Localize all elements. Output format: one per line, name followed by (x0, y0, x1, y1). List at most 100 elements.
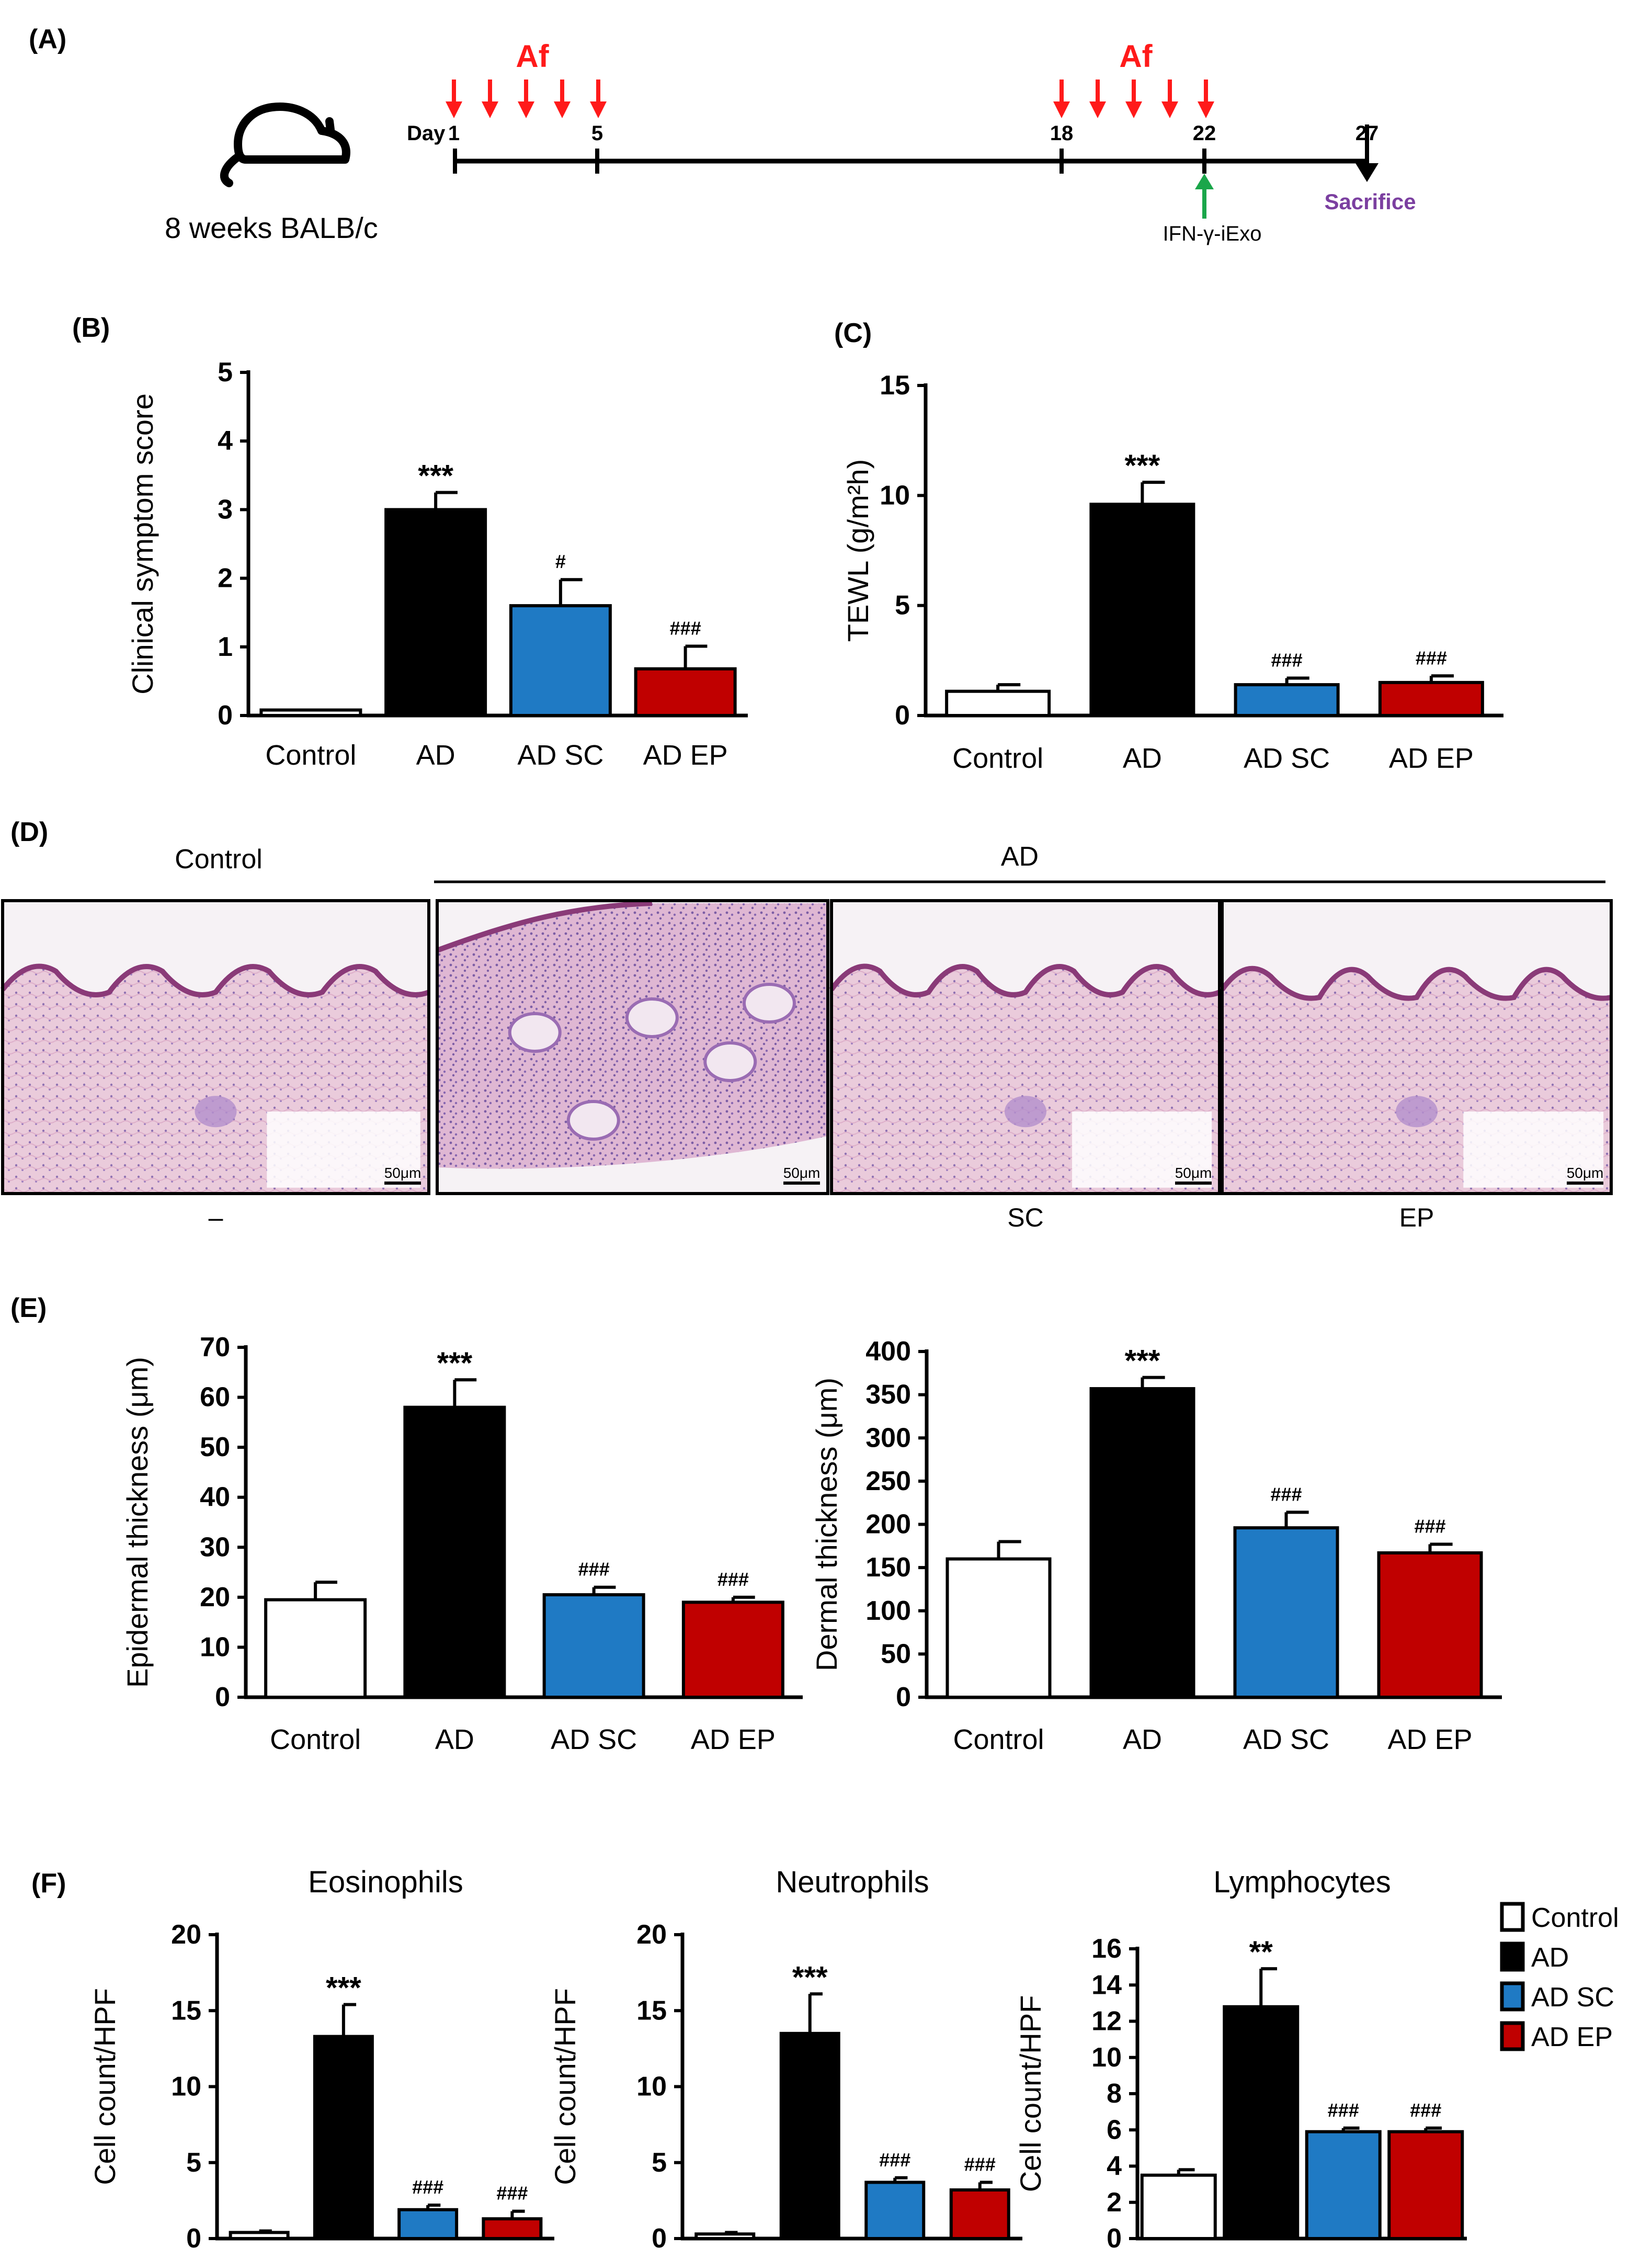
category-label: Control (265, 740, 356, 771)
arrow-up-icon (1195, 174, 1214, 219)
arrow-head (1053, 101, 1070, 118)
legend-label: AD SC (1531, 1982, 1614, 2013)
gland (742, 983, 796, 1024)
significance-label: *** (1125, 1344, 1160, 1378)
gland (703, 1041, 757, 1082)
legend-swatch (1500, 1941, 1525, 1972)
bar (945, 689, 1051, 718)
arrow-head (1198, 101, 1214, 118)
y-tick-label: 50 (881, 1639, 911, 1669)
y-tick-label: 15 (171, 1995, 201, 2026)
bar (313, 2035, 374, 2240)
y-tick-label: 0 (218, 700, 233, 731)
y-tick-label: 20 (200, 1582, 230, 1612)
category-label: AD SC (1243, 1724, 1329, 1755)
significance-label: # (555, 551, 566, 572)
category-label: AD EP (643, 740, 728, 771)
arrow-head (482, 101, 498, 118)
significance-label: *** (1125, 449, 1160, 483)
legend-item: AD EP (1500, 2021, 1613, 2052)
panel-label: (B) (72, 313, 110, 343)
significance-label: ### (1410, 2099, 1441, 2121)
y-tick-label: 16 (1091, 1934, 1122, 1964)
y-tick-label: 0 (896, 1682, 911, 1712)
y-tick-label: 2 (218, 563, 233, 594)
image-border (1, 899, 430, 1195)
category-label: AD (416, 740, 455, 771)
panel-a-label: (A) (29, 24, 66, 54)
category-label: Control (952, 743, 1043, 774)
y-tick-label: 250 (865, 1466, 911, 1496)
arrow-head (590, 101, 607, 118)
histology-images: 50μm – 50μm 50μm SC 50μm EP (1, 899, 1613, 1232)
y-tick-label: 10 (171, 2072, 201, 2102)
bar (1089, 1387, 1195, 1699)
arrow-down-icon (1089, 80, 1106, 118)
y-tick-label: 60 (200, 1382, 230, 1413)
panel-d-histology: (D) Control AD 50μm – 50μm 50μm SC 50μm EP (1, 817, 1613, 1232)
bar (681, 1600, 784, 1699)
category-label: AD SC (517, 740, 603, 771)
legend-label: Control (1531, 1903, 1619, 1933)
significance-label: *** (418, 459, 453, 493)
category-label: AD EP (1387, 1724, 1472, 1755)
y-tick-label: 6 (1107, 2115, 1122, 2145)
bar (634, 667, 737, 718)
day-prefix: Day (407, 122, 446, 145)
panel-label: (F) (31, 1868, 66, 1899)
day-label: 1 (448, 122, 460, 145)
arrow-down-icon (554, 80, 571, 118)
chart-e1: 0 10 20 30 40 50 60 70 Control *** AD ### AD SC ### AD… (10, 1293, 803, 1755)
y-tick-label: 15 (880, 370, 910, 401)
category-label: AD (1123, 743, 1162, 774)
bar (259, 708, 362, 718)
y-axis-label: Dermal thickness (μm) (810, 1378, 843, 1671)
day-label: 18 (1050, 122, 1074, 145)
category-label: AD EP (691, 1724, 776, 1755)
timeline-ticks (453, 149, 1206, 174)
category-label: AD SC (1244, 743, 1330, 774)
panel-d-label: (D) (10, 817, 48, 847)
bar (1387, 2130, 1464, 2240)
arrow-down-icon (1053, 80, 1070, 118)
fat-region (267, 1111, 420, 1188)
y-tick-label: 0 (1107, 2223, 1122, 2254)
significance-label: *** (326, 1971, 361, 2005)
arrow-head (1089, 101, 1106, 118)
category-label: AD (435, 1724, 474, 1755)
y-tick-label: 5 (186, 2148, 201, 2178)
histology-image: 50μm (436, 899, 829, 1195)
chart-e2: 0 50 100 150 200 250 300 350 400 Control *** AD ### A… (810, 1336, 1502, 1755)
epidermis-line (1220, 966, 1612, 1001)
y-tick-label: 10 (880, 480, 910, 510)
af-label: Af (1119, 39, 1153, 74)
significance-label: ** (1249, 1935, 1273, 1969)
legend-label: AD (1531, 1943, 1569, 1973)
y-axis-label: Epidermal thickness (μm) (121, 1357, 154, 1688)
category-label: Control (270, 1724, 361, 1755)
af-label: Af (516, 39, 549, 74)
chart-title: Lymphocytes (1213, 1865, 1391, 1899)
image-sublabel: SC (1007, 1203, 1043, 1232)
y-tick-label: 300 (865, 1423, 911, 1453)
category-label: AD (1123, 1724, 1162, 1755)
image-sublabel: EP (1399, 1203, 1434, 1232)
y-tick-label: 15 (636, 1995, 667, 2026)
bar (403, 1405, 506, 1699)
bar (1089, 503, 1195, 717)
bar (945, 1557, 1052, 1699)
legend-swatch (1500, 1981, 1525, 2012)
y-tick-label: 70 (200, 1332, 230, 1362)
bar (1234, 683, 1340, 718)
y-tick-label: 14 (1091, 1970, 1122, 2000)
y-tick-label: 3 (218, 494, 233, 525)
significance-label: *** (437, 1346, 473, 1380)
mouse-icon (220, 103, 350, 187)
group-label-control: Control (175, 844, 263, 875)
bar (264, 1598, 367, 1699)
image-sublabel: – (209, 1203, 223, 1232)
panel-label: (E) (10, 1293, 47, 1323)
gland (625, 997, 679, 1038)
legend-swatch (1500, 2021, 1525, 2051)
